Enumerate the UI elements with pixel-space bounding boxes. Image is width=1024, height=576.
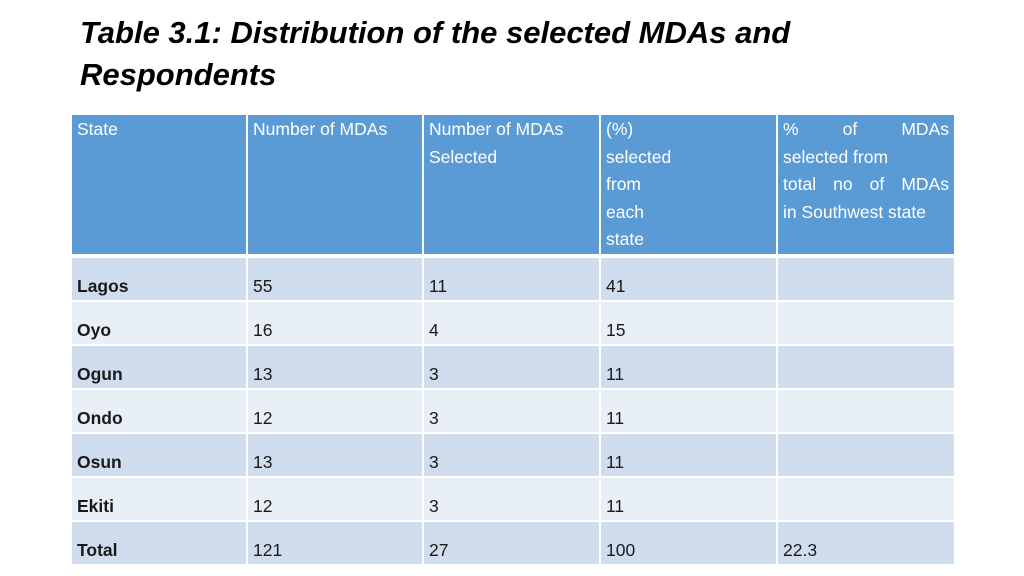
- header-word: total: [783, 174, 817, 194]
- number-of-mdas-cell: 121: [246, 520, 424, 566]
- header-number-of-mdas: Number of MDAs: [246, 113, 424, 257]
- percent-selected-cell: 11: [599, 344, 778, 390]
- number-of-mdas-cell: 12: [246, 476, 424, 522]
- state-cell: Ekiti: [70, 476, 248, 522]
- number-selected-cell: 11: [422, 254, 601, 302]
- number-selected-cell: 27: [422, 520, 601, 566]
- header-word: of: [869, 174, 885, 194]
- header-state: State: [70, 113, 248, 257]
- state-cell: Ogun: [70, 344, 248, 390]
- number-selected-cell: 3: [422, 388, 601, 434]
- header-word: MDAs: [901, 119, 949, 139]
- table-row: Oyo 16 4 15: [70, 300, 956, 346]
- header-word: of: [842, 119, 858, 139]
- table-row: Ondo 12 3 11: [70, 388, 956, 434]
- slide-title: Table 3.1: Distribution of the selected …: [80, 15, 791, 92]
- state-cell: Osun: [70, 432, 248, 478]
- percent-total-cell: [776, 432, 956, 478]
- header-percent-selected-line: selected: [606, 146, 672, 167]
- percent-selected-cell: 11: [599, 388, 778, 434]
- percent-selected-cell: 41: [599, 254, 778, 302]
- percent-total-cell: [776, 344, 956, 390]
- header-percent-total-line: total no of MDAs: [783, 171, 949, 199]
- number-selected-cell: 3: [422, 432, 601, 478]
- header-percent-total-line: selected from: [783, 146, 889, 167]
- header-word: %: [783, 119, 799, 139]
- header-word: MDAs: [901, 174, 949, 194]
- percent-selected-cell: 15: [599, 300, 778, 346]
- header-percent-total: % of MDAs selected from total no of MDAs…: [776, 113, 956, 257]
- table-row: Ogun 13 3 11: [70, 344, 956, 390]
- percent-total-cell: [776, 300, 956, 346]
- number-of-mdas-cell: 16: [246, 300, 424, 346]
- number-selected-cell: 3: [422, 476, 601, 522]
- percent-total-cell: [776, 388, 956, 434]
- state-cell: Total: [70, 520, 248, 566]
- number-of-mdas-cell: 13: [246, 432, 424, 478]
- percent-total-cell: 22.3: [776, 520, 956, 566]
- number-of-mdas-cell: 55: [246, 254, 424, 302]
- number-of-mdas-cell: 13: [246, 344, 424, 390]
- state-cell: Lagos: [70, 254, 248, 302]
- number-selected-cell: 3: [422, 344, 601, 390]
- header-percent-selected-line: each: [606, 201, 644, 222]
- table-row-total: Total 121 27 100 22.3: [70, 520, 956, 566]
- table-row: Lagos 55 11 41: [70, 254, 956, 302]
- state-cell: Ondo: [70, 388, 248, 434]
- percent-selected-cell: 11: [599, 476, 778, 522]
- number-selected-cell: 4: [422, 300, 601, 346]
- distribution-table: State Number of MDAs Number of MDAs Sele…: [70, 113, 956, 566]
- header-word: no: [833, 174, 853, 194]
- percent-selected-cell: 100: [599, 520, 778, 566]
- header-percent-selected-line: from: [606, 174, 641, 194]
- table-row: Ekiti 12 3 11: [70, 476, 956, 522]
- number-of-mdas-cell: 12: [246, 388, 424, 434]
- state-cell: Oyo: [70, 300, 248, 346]
- header-number-selected: Number of MDAs Selected: [422, 113, 601, 257]
- percent-selected-cell: 11: [599, 432, 778, 478]
- header-percent-total-line: in Southwest state: [783, 201, 926, 222]
- header-percent-selected-line: state: [606, 229, 644, 249]
- table-header-row: State Number of MDAs Number of MDAs Sele…: [70, 113, 956, 257]
- percent-total-cell: [776, 254, 956, 302]
- header-percent-selected-line: (%): [606, 119, 634, 139]
- percent-total-cell: [776, 476, 956, 522]
- header-percent-selected: (%) selected from each state: [599, 113, 778, 257]
- header-percent-total-line: % of MDAs: [783, 116, 949, 144]
- table-row: Osun 13 3 11: [70, 432, 956, 478]
